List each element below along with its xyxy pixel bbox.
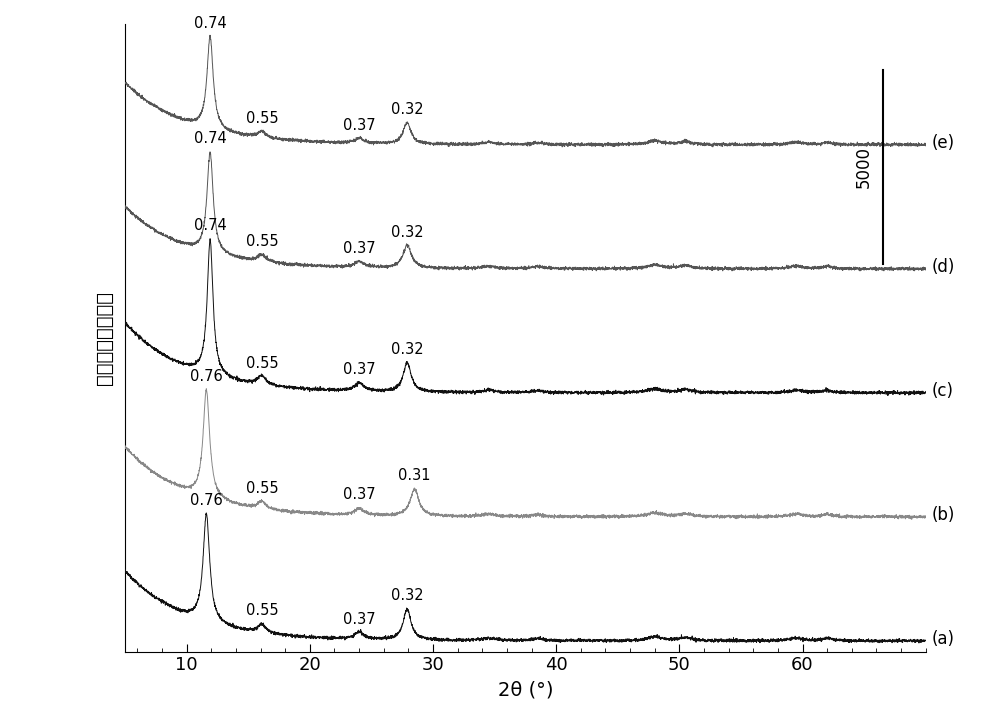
Text: 0.37: 0.37 <box>343 487 375 502</box>
Text: 0.37: 0.37 <box>343 612 375 627</box>
Text: (b): (b) <box>932 506 955 524</box>
Text: 0.55: 0.55 <box>246 603 278 618</box>
Text: 0.32: 0.32 <box>391 342 423 357</box>
Text: 0.37: 0.37 <box>343 362 375 377</box>
Text: 0.37: 0.37 <box>343 241 375 256</box>
Text: (a): (a) <box>932 630 955 648</box>
Text: 0.55: 0.55 <box>246 356 278 371</box>
Text: 0.76: 0.76 <box>190 493 223 508</box>
Text: 0.76: 0.76 <box>190 369 223 384</box>
Text: (d): (d) <box>932 258 955 276</box>
Text: 0.74: 0.74 <box>194 16 226 31</box>
Text: (e): (e) <box>932 134 955 152</box>
Text: 0.55: 0.55 <box>246 111 278 126</box>
X-axis label: 2θ (°): 2θ (°) <box>498 680 553 699</box>
Text: 0.37: 0.37 <box>343 118 375 133</box>
Y-axis label: 强度（脉冲计数）: 强度（脉冲计数） <box>95 291 114 385</box>
Text: 0.32: 0.32 <box>391 225 423 240</box>
Text: (c): (c) <box>932 382 954 400</box>
Text: 0.32: 0.32 <box>391 588 423 603</box>
Text: 0.32: 0.32 <box>391 101 423 116</box>
Text: 5000: 5000 <box>855 146 873 188</box>
Text: 0.74: 0.74 <box>194 131 226 146</box>
Text: 0.55: 0.55 <box>246 481 278 496</box>
Text: 0.55: 0.55 <box>246 233 278 248</box>
Text: 0.74: 0.74 <box>194 218 226 233</box>
Text: 0.31: 0.31 <box>398 468 431 483</box>
